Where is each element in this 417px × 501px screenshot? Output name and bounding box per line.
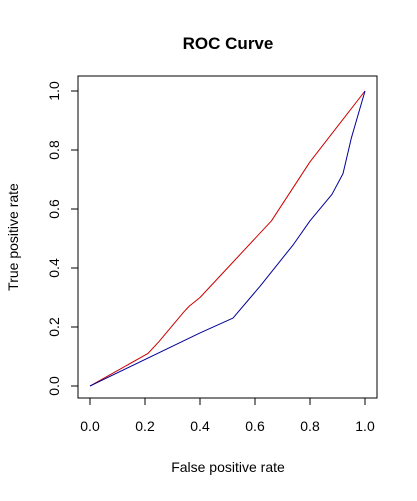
x-tick-label: 0.8 [300,418,320,434]
x-tick-label: 0.2 [135,418,155,434]
x-tick-label: 0.0 [80,418,100,434]
x-tick-label: 0.6 [245,418,265,434]
y-tick-label: 0.6 [46,199,62,219]
y-tick-label: 0.2 [46,317,62,337]
y-tick-label: 1.0 [46,81,62,101]
y-axis-label: True positive rate [5,183,21,291]
y-tick-label: 0.0 [46,376,62,396]
x-tick-label: 0.4 [190,418,210,434]
series-layer [89,90,366,387]
y-axis: 0.0 0.2 0.4 0.6 0.8 1.0 [46,81,79,396]
x-tick-label: 1.0 [355,418,375,434]
series-line-1 [89,90,366,387]
series-line-2 [89,90,366,387]
y-tick-label: 0.4 [46,258,62,278]
chart-title: ROC Curve [183,34,274,53]
y-tick-label: 0.8 [46,140,62,160]
x-axis-label: False positive rate [171,459,285,475]
x-axis: 0.0 0.2 0.4 0.6 0.8 1.0 [80,397,375,434]
plot-frame [77,75,378,399]
